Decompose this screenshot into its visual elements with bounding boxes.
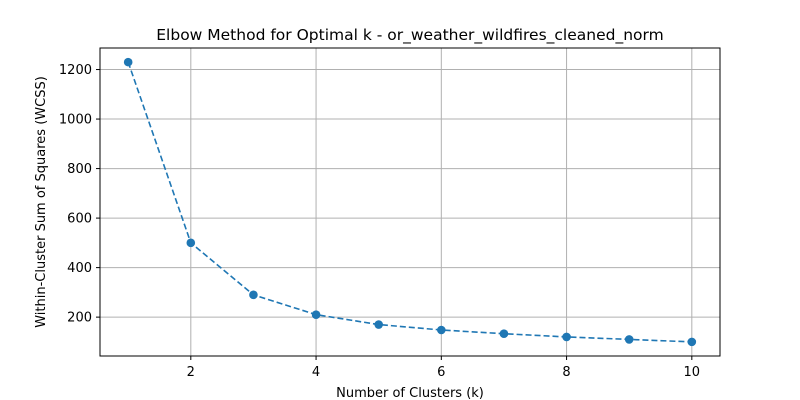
x-tick-label: 2 bbox=[187, 365, 195, 380]
y-tick-label: 600 bbox=[67, 212, 92, 227]
data-point bbox=[374, 320, 383, 329]
plot-frame bbox=[99, 47, 721, 357]
y-axis-ticks: 200 400 600 800 1000 1200 bbox=[59, 63, 100, 326]
data-point bbox=[499, 329, 509, 339]
series-line bbox=[127, 61, 692, 343]
y-tick-label: 1200 bbox=[59, 63, 92, 78]
chart-title: Elbow Method for Optimal k - or_weather_… bbox=[156, 26, 663, 45]
x-axis-ticks: 2 4 6 8 10 bbox=[187, 356, 700, 380]
data-point bbox=[249, 290, 258, 300]
data-point bbox=[186, 238, 196, 248]
y-tick-label: 1000 bbox=[59, 113, 92, 128]
data-series bbox=[123, 57, 697, 347]
x-tick-label: 10 bbox=[684, 365, 701, 380]
y-tick-label: 200 bbox=[67, 311, 92, 326]
y-axis-label: Within-Cluster Sum of Squares (WCSS) bbox=[34, 76, 49, 328]
x-tick-label: 6 bbox=[437, 365, 445, 380]
plot-area bbox=[100, 48, 720, 356]
data-point bbox=[624, 335, 634, 344]
x-axis-label: Number of Clusters (k) bbox=[336, 386, 484, 400]
data-point bbox=[687, 337, 697, 347]
data-point bbox=[562, 332, 571, 342]
x-tick-label: 4 bbox=[312, 365, 320, 380]
grid bbox=[100, 48, 720, 356]
y-tick-label: 800 bbox=[67, 162, 92, 177]
data-point bbox=[437, 325, 446, 335]
data-point bbox=[123, 57, 133, 67]
y-tick-label: 400 bbox=[67, 261, 92, 276]
x-tick-label: 8 bbox=[562, 365, 570, 380]
data-point bbox=[311, 310, 321, 319]
